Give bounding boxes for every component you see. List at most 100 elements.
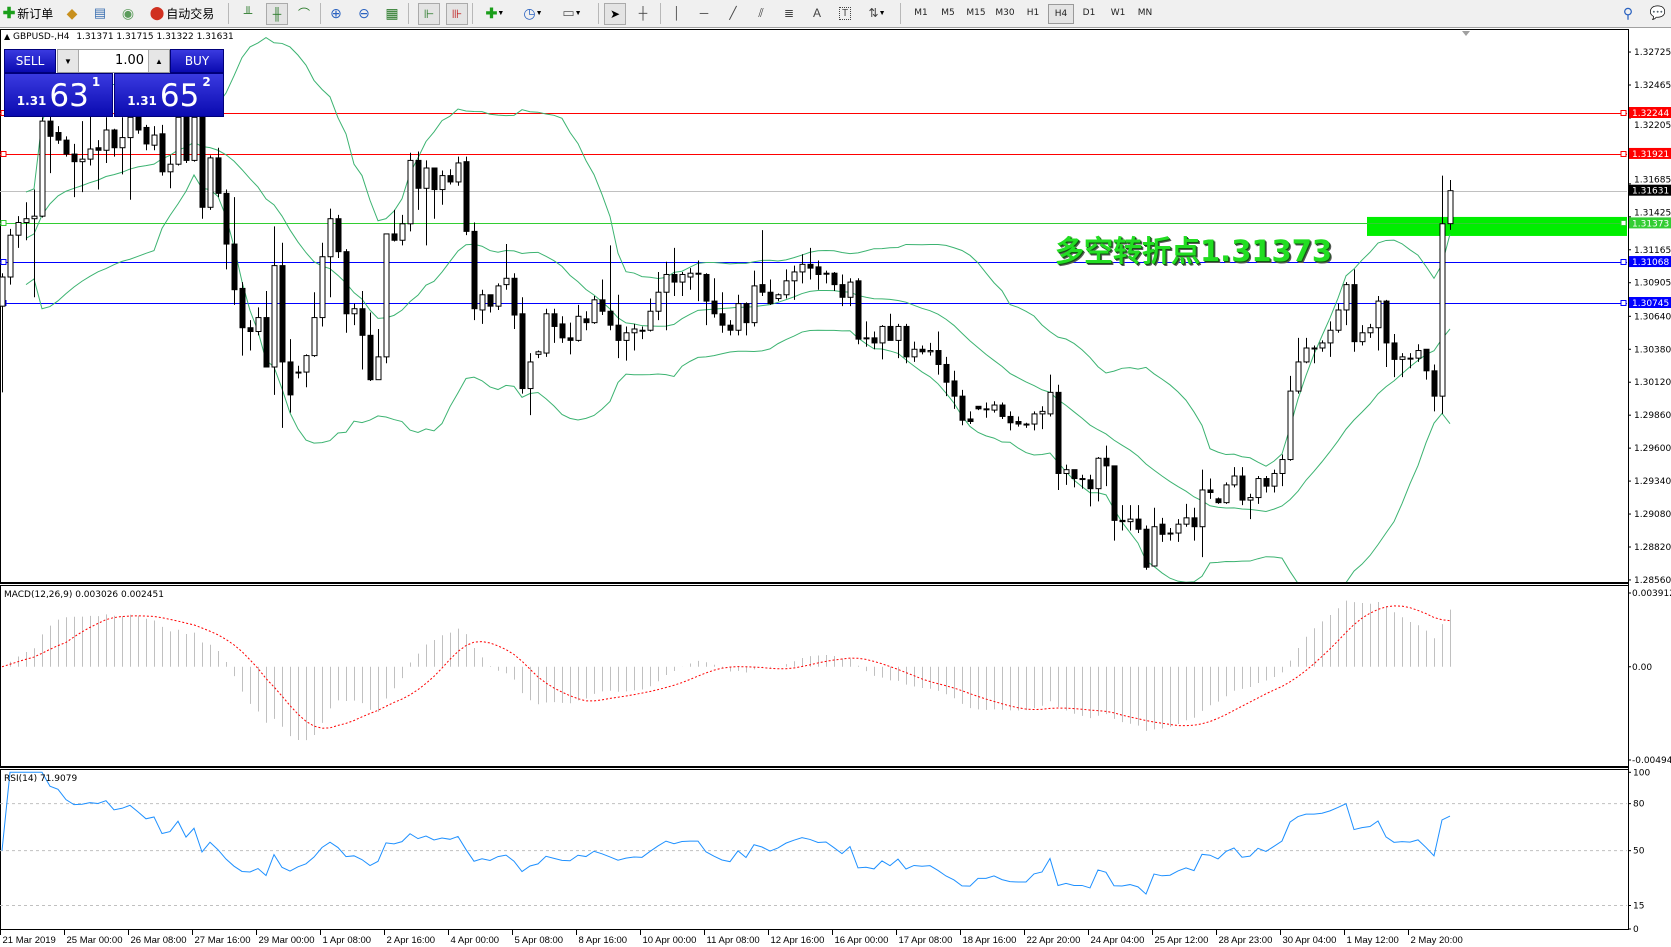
candle[interactable] bbox=[367, 312, 374, 381]
lot-increase-button[interactable]: ▲ bbox=[148, 50, 169, 72]
equidistant-channel-tool[interactable]: ⫽ bbox=[751, 3, 771, 23]
candle[interactable] bbox=[911, 341, 918, 362]
candle[interactable] bbox=[655, 271, 662, 321]
candle[interactable] bbox=[343, 249, 350, 333]
candle[interactable] bbox=[39, 117, 46, 218]
candle[interactable] bbox=[543, 308, 550, 357]
timeframe-m15[interactable]: M15 bbox=[966, 8, 986, 18]
candle[interactable] bbox=[639, 326, 646, 340]
candle[interactable] bbox=[1351, 269, 1358, 352]
candle[interactable] bbox=[31, 189, 38, 298]
pivot-annotation[interactable]: 多空转折点1.31373 bbox=[1055, 234, 1333, 268]
candle[interactable] bbox=[1223, 482, 1230, 504]
candle[interactable] bbox=[1007, 411, 1014, 431]
new-order-button[interactable]: ✚ 新订单 bbox=[2, 3, 54, 23]
candle[interactable] bbox=[1311, 345, 1318, 364]
candle[interactable] bbox=[1127, 505, 1134, 531]
level-anchor-right[interactable] bbox=[1620, 151, 1627, 157]
candle[interactable] bbox=[1263, 476, 1270, 493]
candle[interactable] bbox=[127, 109, 134, 200]
candle[interactable] bbox=[967, 411, 974, 425]
timeframe-w1[interactable]: W1 bbox=[1110, 8, 1126, 18]
crosshair-tool[interactable]: ┼ bbox=[633, 3, 653, 23]
level-anchor-left[interactable] bbox=[0, 259, 7, 265]
market-watch-button[interactable]: ◆ bbox=[62, 3, 82, 23]
pivot-zone[interactable] bbox=[1367, 216, 1628, 236]
bar-chart-button[interactable]: ╨ bbox=[238, 3, 258, 23]
rsi-pane[interactable] bbox=[0, 769, 1629, 930]
buy-button[interactable]: BUY bbox=[170, 49, 224, 73]
candle[interactable] bbox=[895, 323, 902, 359]
candle[interactable] bbox=[1167, 527, 1174, 541]
level-anchor-right[interactable] bbox=[1620, 300, 1627, 306]
timeframe-h4[interactable]: H4 bbox=[1048, 4, 1074, 24]
candle[interactable] bbox=[1359, 325, 1366, 346]
candle[interactable] bbox=[247, 320, 254, 351]
candle[interactable] bbox=[7, 228, 14, 285]
candle[interactable] bbox=[863, 321, 870, 347]
candle[interactable] bbox=[839, 274, 846, 307]
level-anchor-left[interactable] bbox=[0, 151, 7, 157]
candle[interactable] bbox=[231, 197, 238, 305]
candle[interactable] bbox=[143, 124, 150, 151]
fibonacci-tool[interactable]: ≣ bbox=[779, 3, 799, 23]
candle[interactable] bbox=[1255, 476, 1262, 504]
candle[interactable] bbox=[759, 230, 766, 297]
candle[interactable] bbox=[399, 214, 406, 246]
timeframe-d1[interactable]: D1 bbox=[1082, 8, 1096, 18]
candle[interactable] bbox=[431, 167, 438, 219]
candle[interactable] bbox=[983, 402, 990, 418]
candle[interactable] bbox=[735, 294, 742, 336]
candle[interactable] bbox=[1023, 422, 1030, 428]
text-tool[interactable]: A bbox=[807, 3, 827, 23]
candle[interactable] bbox=[1215, 497, 1222, 504]
chart-shift-marker-icon[interactable] bbox=[1462, 31, 1470, 36]
auto-scroll-button[interactable]: ⊩ bbox=[418, 3, 440, 25]
candle[interactable] bbox=[943, 356, 950, 397]
periods-button[interactable]: ◷ ▼ bbox=[518, 3, 548, 23]
candle[interactable] bbox=[0, 273, 6, 393]
candle[interactable] bbox=[687, 268, 694, 290]
candle[interactable] bbox=[15, 216, 22, 248]
candle[interactable] bbox=[679, 271, 686, 297]
lot-decrease-button[interactable]: ▼ bbox=[58, 50, 79, 72]
candle[interactable] bbox=[63, 136, 70, 157]
candle[interactable] bbox=[1183, 503, 1190, 527]
candle[interactable] bbox=[23, 202, 30, 241]
candle[interactable] bbox=[279, 242, 286, 428]
candle[interactable] bbox=[175, 109, 182, 166]
candle[interactable] bbox=[623, 326, 630, 361]
horizontal-line-tool[interactable]: ─ bbox=[694, 3, 714, 23]
candle[interactable] bbox=[271, 226, 278, 395]
candle[interactable] bbox=[855, 278, 862, 345]
candle[interactable] bbox=[1071, 469, 1078, 488]
candle[interactable] bbox=[1383, 299, 1390, 368]
candle[interactable] bbox=[503, 244, 510, 290]
candle[interactable] bbox=[1095, 456, 1102, 502]
candle[interactable] bbox=[1231, 467, 1238, 488]
candle[interactable] bbox=[359, 290, 366, 370]
candle[interactable] bbox=[335, 214, 342, 259]
candle[interactable] bbox=[583, 311, 590, 331]
candle[interactable] bbox=[999, 402, 1006, 419]
candle[interactable] bbox=[207, 155, 214, 210]
candle[interactable] bbox=[111, 128, 118, 157]
candle[interactable] bbox=[215, 147, 222, 198]
candle[interactable] bbox=[879, 325, 886, 360]
collapse-triangle-icon[interactable]: ▲ bbox=[4, 32, 11, 41]
candle[interactable] bbox=[447, 169, 454, 185]
candle[interactable] bbox=[479, 289, 486, 324]
candle[interactable] bbox=[295, 365, 302, 379]
arrows-tool[interactable]: ⇅ ▼ bbox=[863, 3, 891, 23]
candle[interactable] bbox=[775, 293, 782, 302]
candle[interactable] bbox=[439, 170, 446, 205]
candle[interactable] bbox=[959, 389, 966, 426]
candle[interactable] bbox=[1047, 374, 1054, 417]
candle[interactable] bbox=[951, 370, 958, 409]
candle[interactable] bbox=[319, 242, 326, 327]
candle[interactable] bbox=[807, 247, 814, 280]
candle[interactable] bbox=[575, 304, 582, 342]
candle[interactable] bbox=[647, 298, 654, 332]
candle[interactable] bbox=[103, 117, 110, 163]
